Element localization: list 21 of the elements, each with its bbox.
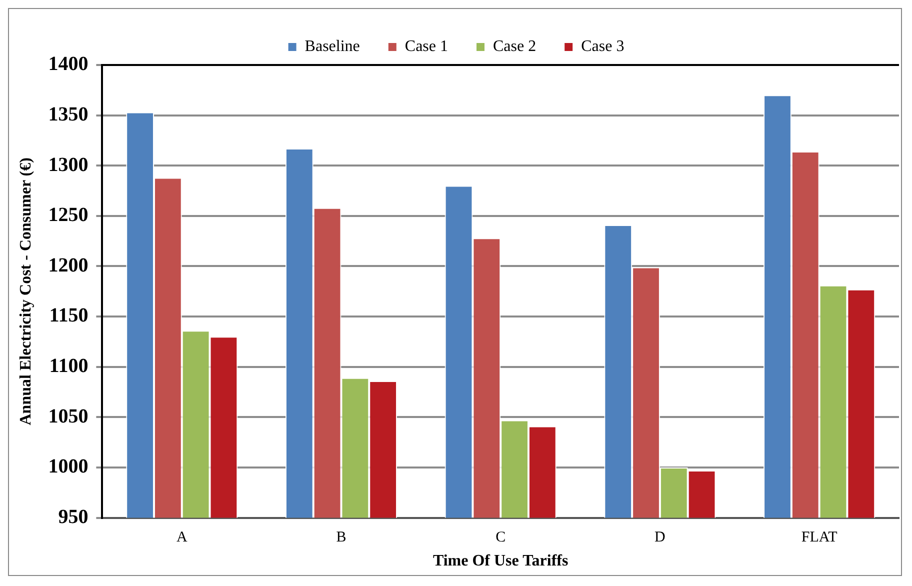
y-tick-label: 950 — [58, 506, 88, 528]
y-tick-label: 1250 — [48, 204, 88, 226]
y-tick-label: 1100 — [49, 355, 88, 378]
y-tick-label: 1350 — [48, 103, 88, 126]
y-tick-label: 1000 — [48, 456, 88, 478]
y-tick-label: 1400 — [48, 53, 88, 76]
y-tick-label: 1150 — [49, 304, 88, 327]
x-tick-label: A — [176, 530, 188, 546]
legend-label: Baseline — [304, 38, 360, 56]
y-tick-label: 1200 — [48, 254, 88, 276]
x-tick-label: B — [336, 530, 346, 546]
x-tick-label: C — [496, 530, 506, 546]
x-tick-label: FLAT — [801, 530, 838, 546]
x-tick-label: D — [654, 530, 666, 546]
y-tick-label: 1050 — [48, 405, 88, 428]
x-axis-title: Time Of Use Tariffs — [432, 552, 568, 570]
y-tick-label: 1300 — [48, 154, 88, 176]
legend-label: Case 1 — [404, 38, 448, 56]
legend-label: Case 3 — [581, 38, 624, 56]
legend-label: Case 2 — [492, 38, 536, 56]
y-axis-title: Annual Electricity Cost - Consumer (€) — [18, 158, 35, 426]
